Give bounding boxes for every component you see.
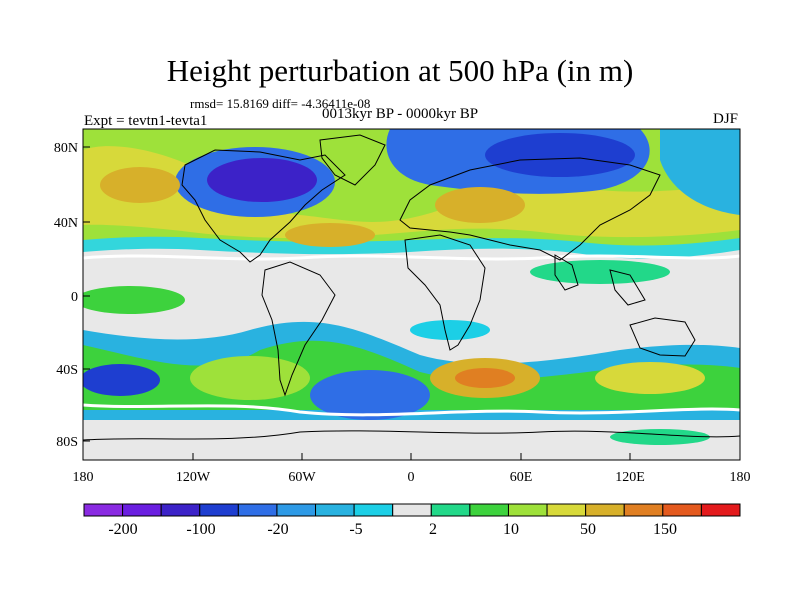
coast-south-america: [261, 261, 336, 397]
tropic-cyan: [410, 320, 490, 340]
colorbar-box: [353, 503, 394, 517]
high-atlantic-orange: [285, 223, 375, 247]
period-label: 0013kyr BP - 0000kyr BP: [322, 106, 479, 122]
low-pacific: [660, 129, 740, 215]
lat-ticks: [83, 146, 90, 442]
colorbar-label-neg5: -5: [349, 521, 362, 538]
zero-contour-south: [83, 403, 740, 417]
colorbar-box: [160, 503, 201, 517]
coast-antarctica: [83, 430, 740, 441]
colorbar-box: [700, 503, 741, 517]
lat-label-40n: 40N: [54, 216, 78, 231]
colorbar-labels: -200 -100 -20 -5 2 10 50 150: [108, 521, 677, 538]
coastlines: [83, 134, 740, 441]
antarctic-zone: [83, 420, 740, 460]
south-low-atlantic: [310, 370, 430, 420]
lon-label-60e: 60E: [510, 470, 533, 485]
coast-india: [554, 254, 579, 291]
coast-greenland: [319, 134, 386, 186]
contour-field: [83, 129, 740, 460]
low-north-america-inner: [207, 158, 317, 202]
colorbar-label-50: 50: [580, 521, 596, 538]
colorbar-box: [469, 503, 509, 517]
lon-ticks: [82, 453, 741, 460]
lat-label-40s: 40S: [56, 363, 78, 378]
colorbar-box: [507, 503, 548, 517]
antarctic-green: [610, 429, 710, 445]
colorbar-label-10: 10: [503, 521, 519, 538]
lon-labels: 180 120W 60W 0 60E 120E 180: [73, 470, 751, 485]
colorbar-box: [122, 503, 162, 517]
low-siberia-inner: [485, 133, 635, 177]
zero-contour-north: [83, 254, 740, 261]
colorbar-box: [199, 503, 239, 517]
lon-label-60w: 60W: [288, 470, 316, 485]
colorbar-box: [83, 503, 124, 517]
high-pacific-orange: [100, 167, 180, 203]
lat-label-80n: 80N: [54, 141, 78, 156]
coast-australia: [629, 317, 696, 357]
high-europe-orange: [435, 187, 525, 223]
south-low-pacific: [83, 364, 160, 396]
map-title: Height perturbation at 500 hPa (in m): [166, 53, 634, 88]
colorbar-label-neg20: -20: [267, 521, 288, 538]
lat-label-80s: 80S: [56, 435, 78, 450]
stats-label: rmsd= 15.8169 diff= -4.36411e-08: [190, 96, 371, 111]
colorbar: [83, 503, 741, 517]
lon-label-180w: 180: [73, 470, 94, 485]
lat-label-0: 0: [71, 290, 78, 305]
colorbar-box: [585, 503, 625, 517]
colorbar-label-150: 150: [653, 521, 677, 538]
colorbar-box: [623, 503, 664, 517]
coast-eurasia: [399, 157, 661, 261]
lon-label-0: 0: [408, 470, 415, 485]
south-high-pacific: [190, 356, 310, 400]
colorbar-label-2: 2: [429, 521, 437, 538]
colorbar-box: [276, 503, 317, 517]
coast-africa: [404, 234, 486, 351]
colorbar-box: [392, 503, 432, 517]
colorbar-box: [546, 503, 587, 517]
south-high-australia: [595, 362, 705, 394]
coast-north-america: [181, 149, 346, 263]
coast-southeast-asia: [609, 269, 646, 306]
lon-label-120e: 120E: [615, 470, 645, 485]
colorbar-box: [315, 503, 355, 517]
tropic-green-east: [530, 260, 670, 284]
lat-labels: 80N 40N 0 40S 80S: [54, 141, 78, 450]
season-label: DJF: [713, 111, 739, 127]
lon-label-120w: 120W: [176, 470, 211, 485]
colorbar-box: [237, 503, 278, 517]
colorbar-box: [662, 503, 702, 517]
colorbar-box: [430, 503, 471, 517]
colorbar-label-neg100: -100: [186, 521, 215, 538]
experiment-label: Expt = tevtn1-tevta1: [84, 113, 208, 129]
lon-label-180e: 180: [730, 470, 751, 485]
colorbar-label-neg200: -200: [108, 521, 137, 538]
south-high-africa-core: [455, 368, 515, 388]
tropic-green-west: [83, 286, 185, 314]
